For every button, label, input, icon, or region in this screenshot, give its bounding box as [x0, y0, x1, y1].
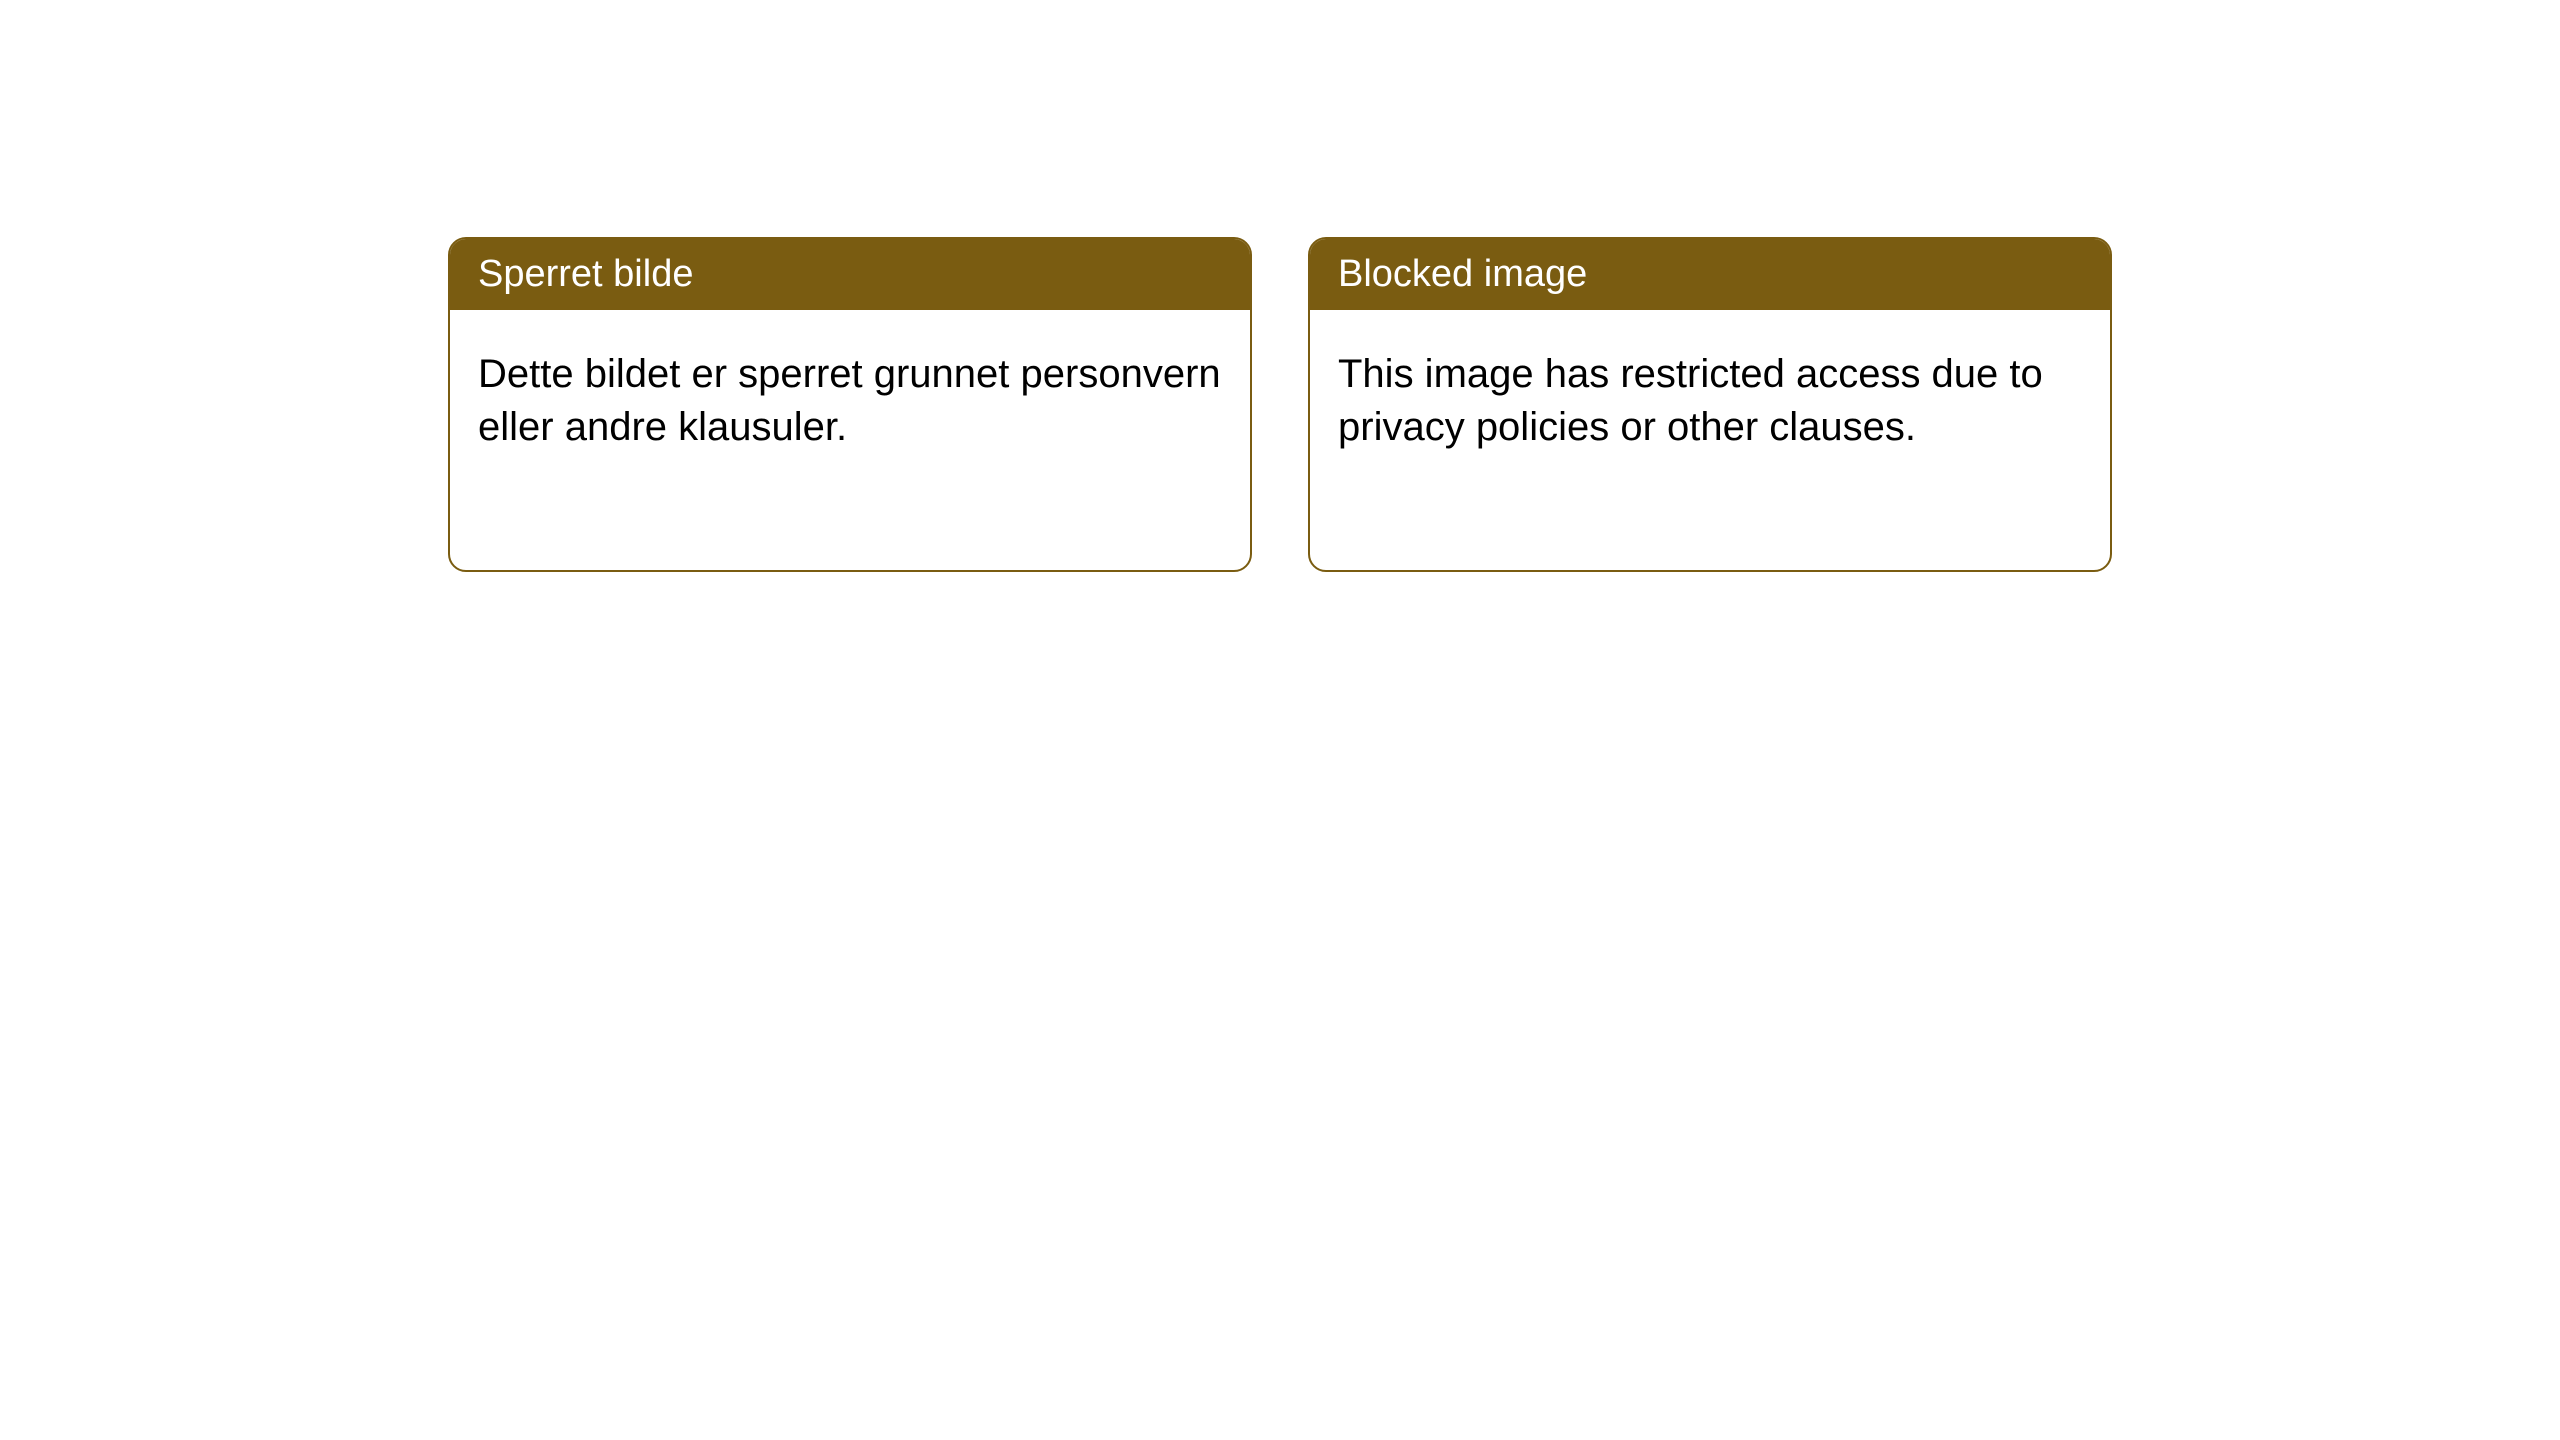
- notice-container: Sperret bilde Dette bildet er sperret gr…: [448, 237, 2112, 572]
- notice-header: Sperret bilde: [450, 239, 1250, 310]
- notice-card-english: Blocked image This image has restricted …: [1308, 237, 2112, 572]
- notice-body-text: Dette bildet er sperret grunnet personve…: [478, 352, 1221, 449]
- notice-body: Dette bildet er sperret grunnet personve…: [450, 310, 1250, 492]
- notice-card-norwegian: Sperret bilde Dette bildet er sperret gr…: [448, 237, 1252, 572]
- notice-header-text: Blocked image: [1338, 253, 1587, 295]
- notice-body: This image has restricted access due to …: [1310, 310, 2110, 492]
- notice-header: Blocked image: [1310, 239, 2110, 310]
- notice-body-text: This image has restricted access due to …: [1338, 352, 2043, 449]
- notice-header-text: Sperret bilde: [478, 253, 693, 295]
